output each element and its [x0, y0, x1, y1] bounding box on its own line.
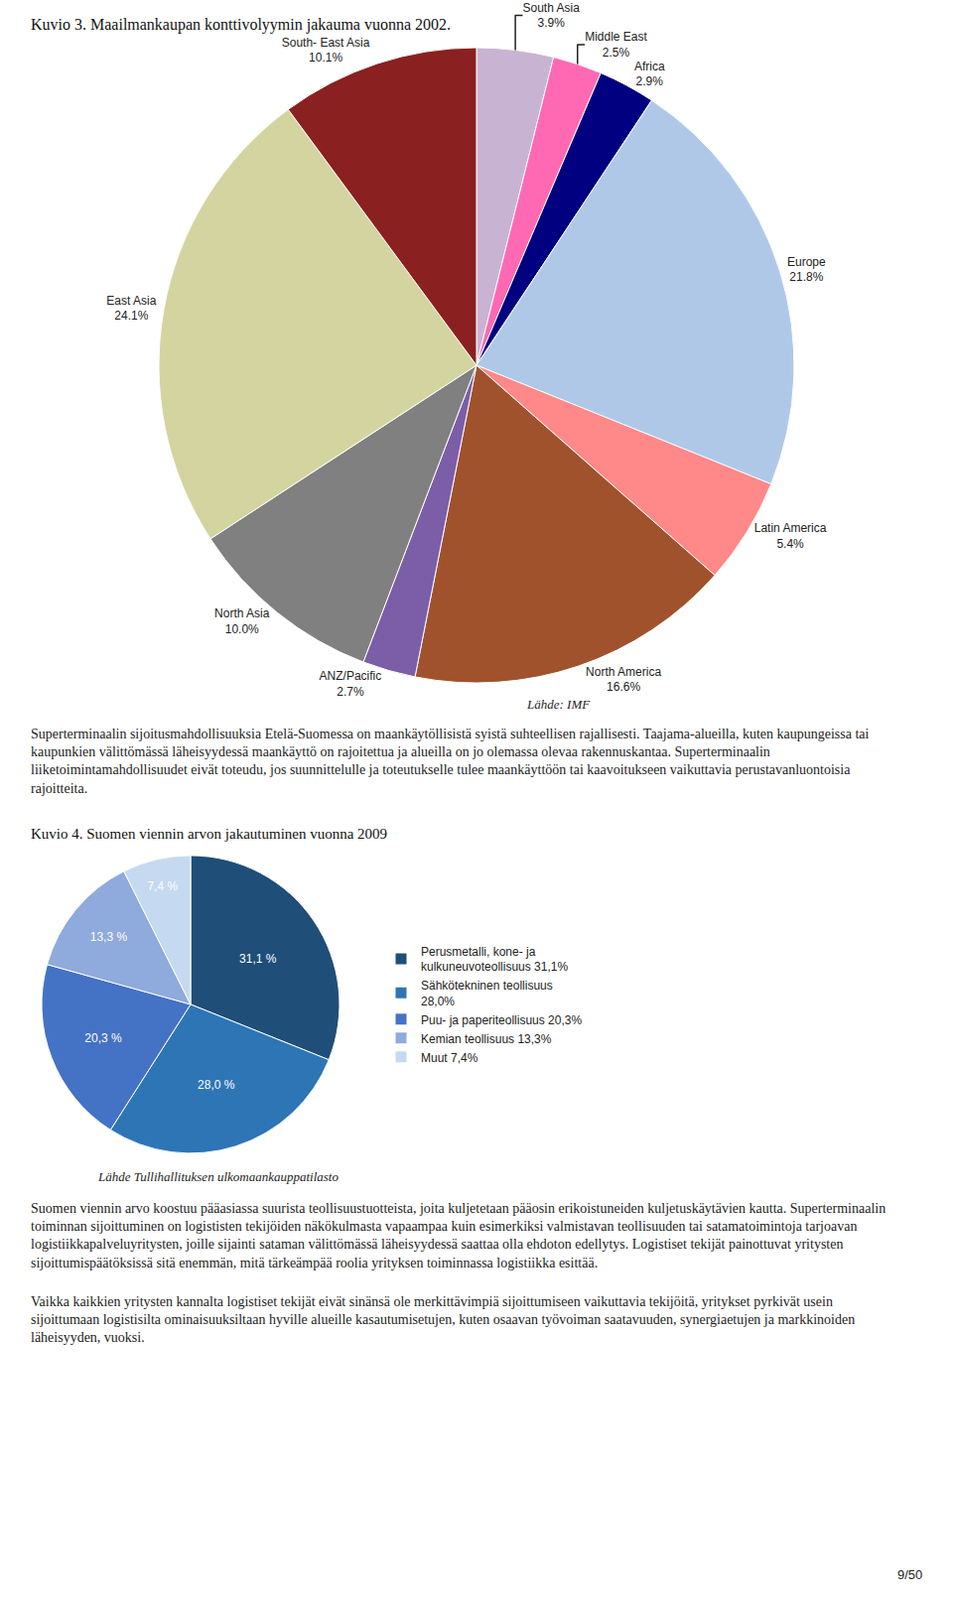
svg-text:Kuvio 4. Suomen viennin arvon: Kuvio 4. Suomen viennin arvon jakautumin…	[30, 825, 388, 842]
svg-text:ANZ/Pacific2.7%: ANZ/Pacific2.7%	[319, 669, 383, 699]
svg-text:13,3 %: 13,3 %	[90, 930, 129, 945]
svg-text:Lähde Tullihallituksen ulkomaa: Lähde Tullihallituksen ulkomaankauppatil…	[97, 1169, 339, 1185]
svg-text:7,4 %: 7,4 %	[146, 879, 178, 894]
svg-text:Kemian teollisuus 13,3%: Kemian teollisuus 13,3%	[420, 1032, 552, 1047]
svg-text:Europe21.8%: Europe21.8%	[787, 255, 826, 285]
svg-text:Suomen viennin arvo koostuu pä: Suomen viennin arvo koostuu pääasiassa s…	[30, 1201, 886, 1271]
svg-text:Kuvio 3. Maailmankaupan kontti: Kuvio 3. Maailmankaupan konttivolyymin j…	[30, 15, 451, 34]
svg-text:South Asia3.9%: South Asia3.9%	[523, 0, 581, 31]
svg-text:North Asia10.0%: North Asia10.0%	[214, 606, 271, 637]
svg-text:East Asia24.1%: East Asia24.1%	[106, 293, 156, 324]
svg-text:Muut 7,4%: Muut 7,4%	[420, 1051, 479, 1066]
svg-text:28,0 %: 28,0 %	[197, 1078, 236, 1092]
svg-text:South- East Asia10.1%: South- East Asia10.1%	[281, 35, 371, 66]
svg-text:Latin America5.4%: Latin America5.4%	[754, 521, 827, 551]
svg-text:Africa2.9%: Africa2.9%	[634, 59, 666, 90]
svg-text:9/50: 9/50	[897, 1567, 923, 1583]
svg-text:Perusmetalli, kone- jakulkuneu: Perusmetalli, kone- jakulkuneuvoteollisu…	[420, 945, 568, 975]
svg-text:North America16.6%: North America16.6%	[585, 665, 662, 695]
svg-text:Middle East2.5%: Middle East2.5%	[584, 29, 648, 60]
svg-text:Lähde: IMF: Lähde: IMF	[526, 696, 591, 712]
svg-text:20,3 %: 20,3 %	[84, 1031, 123, 1046]
svg-text:31,1 %: 31,1 %	[239, 952, 277, 966]
svg-text:Sähkötekninen teollisuus28,0%: Sähkötekninen teollisuus28,0%	[420, 978, 553, 1009]
svg-text:Superterminaalin sijoitusmahdo: Superterminaalin sijoitusmahdollisuuksia…	[30, 726, 870, 797]
svg-text:Puu- ja paperiteollisuus 20,3%: Puu- ja paperiteollisuus 20,3%	[420, 1013, 582, 1028]
svg-text:Vaikka kaikkien yritysten kann: Vaikka kaikkien yritysten kannalta logis…	[30, 1294, 855, 1346]
